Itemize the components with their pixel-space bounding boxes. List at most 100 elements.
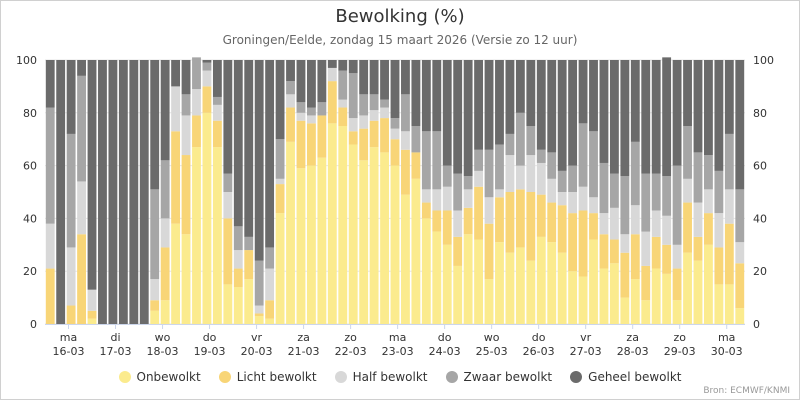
- x-tick-day: do: [532, 331, 546, 344]
- bar-segment-zwaar-bewolkt: [453, 173, 463, 211]
- bar-segment-half-bewolkt: [421, 189, 431, 203]
- legend-item-geheel-bewolkt[interactable]: Geheel bewolkt: [570, 370, 682, 384]
- bar-segment-licht-bewolkt: [223, 218, 233, 285]
- bar-segment-zwaar-bewolkt: [609, 173, 619, 208]
- credits[interactable]: Bron: ECMWF/KNMI: [703, 386, 790, 396]
- bar-segment-geheel-bewolkt: [693, 60, 703, 153]
- bar-segment-onbewolkt: [233, 287, 243, 324]
- bar-segment-onbewolkt: [578, 276, 588, 324]
- y-tick-label-left: 20: [23, 265, 37, 278]
- bar-segment-half-bewolkt: [254, 305, 264, 314]
- bar-segment-zwaar-bewolkt: [662, 176, 672, 216]
- bar-segment-onbewolkt: [369, 147, 379, 324]
- y-tick-label-left: 0: [30, 318, 37, 331]
- bar-segment-onbewolkt: [432, 231, 442, 324]
- chart-title: Bewolking (%): [335, 6, 465, 27]
- bar-segment-half-bewolkt: [536, 162, 546, 195]
- bar-segment-zwaar-bewolkt: [724, 133, 734, 190]
- chart-subtitle: Groningen/Eelde, zondag 15 maart 2026 (V…: [222, 33, 578, 47]
- bar-segment-half-bewolkt: [442, 186, 452, 211]
- bar-segment-onbewolkt: [453, 265, 463, 324]
- bar-segment-geheel-bewolkt: [411, 60, 421, 126]
- bar-segment-zwaar-bewolkt: [160, 160, 170, 219]
- bar-segment-half-bewolkt: [453, 210, 463, 237]
- bar-segment-onbewolkt: [704, 244, 713, 324]
- bar-segment-onbewolkt: [536, 236, 546, 324]
- bar-segment-zwaar-bewolkt: [589, 131, 598, 198]
- bar-segment-licht-bewolkt: [212, 120, 222, 148]
- bar-segment-onbewolkt: [442, 244, 452, 324]
- bar-segment-geheel-bewolkt: [505, 60, 515, 134]
- y-tick-label-right: 20: [753, 265, 767, 278]
- bar-segment-onbewolkt: [651, 268, 661, 324]
- bar-segment-geheel-bewolkt: [108, 60, 118, 324]
- bar-segment-half-bewolkt: [683, 178, 692, 203]
- bar-segment-geheel-bewolkt: [432, 60, 442, 132]
- bar-segment-half-bewolkt: [557, 192, 567, 206]
- bar-segment-onbewolkt: [160, 300, 170, 324]
- bar-segment-half-bewolkt: [212, 104, 222, 121]
- legend-item-licht-bewolkt[interactable]: Licht bewolkt: [218, 370, 317, 384]
- bar-segment-geheel-bewolkt: [275, 60, 285, 140]
- bar-segment-geheel-bewolkt: [620, 60, 630, 177]
- legend-item-onbewolkt[interactable]: Onbewolkt: [118, 370, 201, 384]
- bar-segment-licht-bewolkt: [275, 184, 285, 214]
- x-tick-date: 30-03: [711, 345, 743, 358]
- bar-segment-licht-bewolkt: [233, 268, 243, 288]
- bar-segment-licht-bewolkt: [296, 120, 306, 169]
- bar-segment-onbewolkt: [254, 316, 264, 324]
- bar-segment-half-bewolkt: [306, 115, 316, 124]
- x-tick-day: do: [203, 331, 217, 344]
- bar-segment-half-bewolkt: [599, 213, 609, 235]
- bar-segment-zwaar-bewolkt: [495, 144, 504, 190]
- bar-segment-onbewolkt: [317, 157, 327, 324]
- bar-segment-zwaar-bewolkt: [202, 62, 212, 71]
- bar-segment-half-bewolkt: [735, 242, 745, 264]
- bar-segment-licht-bewolkt: [411, 152, 421, 179]
- bar-segment-onbewolkt: [547, 242, 557, 324]
- legend-item-half-bewolkt[interactable]: Half bewolkt: [334, 370, 428, 384]
- bar-segment-onbewolkt: [672, 300, 682, 324]
- bar-segment-geheel-bewolkt: [609, 60, 619, 174]
- bar-segment-zwaar-bewolkt: [515, 112, 525, 166]
- bar-segment-zwaar-bewolkt: [474, 149, 484, 171]
- bar-segment-half-bewolkt: [714, 213, 724, 248]
- x-tick-day: ma: [718, 331, 735, 344]
- legend-item-zwaar-bewolkt[interactable]: Zwaar bewolkt: [445, 370, 553, 384]
- bar-segment-zwaar-bewolkt: [442, 165, 452, 187]
- bar-segment-onbewolkt: [505, 252, 515, 324]
- bar-segment-licht-bewolkt: [526, 192, 536, 261]
- bar-segment-licht-bewolkt: [160, 247, 170, 301]
- bar-segment-geheel-bewolkt: [45, 60, 55, 108]
- legend-label: Zwaar bewolkt: [463, 370, 553, 384]
- x-tick-day: wo: [484, 331, 500, 344]
- bar-segment-geheel-bewolkt: [484, 60, 494, 150]
- bar-segment-zwaar-bewolkt: [578, 123, 588, 187]
- bar-segment-zwaar-bewolkt: [411, 126, 421, 153]
- y-tick-label-right: 100: [753, 54, 774, 67]
- bar-segment-geheel-bewolkt: [714, 60, 724, 171]
- bar-segment-licht-bewolkt: [401, 149, 410, 195]
- bar-segment-half-bewolkt: [171, 86, 181, 132]
- y-tick-label-left: 60: [23, 160, 37, 173]
- bar-segment-onbewolkt: [662, 273, 672, 324]
- bar-segment-licht-bewolkt: [505, 192, 515, 253]
- bar-segment-half-bewolkt: [651, 210, 661, 237]
- bar-segment-geheel-bewolkt: [77, 60, 86, 76]
- bar-segment-onbewolkt: [338, 126, 348, 324]
- bar-segment-half-bewolkt: [589, 197, 598, 214]
- bar-segment-licht-bewolkt: [421, 202, 431, 219]
- x-tick-date: 18-03: [147, 345, 179, 358]
- x-tick-day: ma: [389, 331, 406, 344]
- bar-segment-half-bewolkt: [390, 128, 400, 140]
- bar-segment-geheel-bewolkt: [589, 60, 598, 132]
- bar-segment-geheel-bewolkt: [641, 60, 651, 174]
- bar-segment-onbewolkt: [474, 239, 484, 324]
- bar-segment-geheel-bewolkt: [171, 60, 181, 87]
- bar-segment-half-bewolkt: [568, 192, 578, 214]
- bar-segment-licht-bewolkt: [390, 139, 400, 166]
- bar-segment-onbewolkt: [630, 279, 640, 324]
- bar-segment-zwaar-bewolkt: [317, 102, 327, 116]
- bar-segment-zwaar-bewolkt: [463, 176, 473, 190]
